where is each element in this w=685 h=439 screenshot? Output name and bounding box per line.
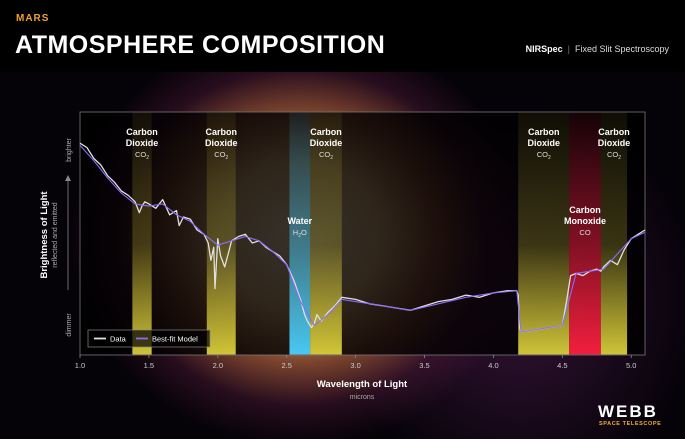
band-co2-6 xyxy=(600,112,628,355)
band-label-line2-5: Monoxide xyxy=(564,216,606,226)
band-formula-main-3: CO xyxy=(319,150,330,159)
band-label-line1-1: Carbon xyxy=(206,127,238,137)
band-label-line2-3: Dioxide xyxy=(310,138,343,148)
x-tick-label-5: 3.5 xyxy=(419,361,429,370)
band-formula-tail-2: O xyxy=(301,228,307,237)
x-tick-label-7: 4.5 xyxy=(557,361,567,370)
y-top-label: brighter xyxy=(66,137,73,161)
band-formula-3: CO2 xyxy=(319,150,333,161)
x-axis-label: Wavelength of Light xyxy=(317,379,408,390)
legend-box xyxy=(87,329,211,348)
band-formula-main-0: CO xyxy=(135,150,146,159)
band-water-2 xyxy=(289,112,311,355)
y-axis-label: Brightness of Light xyxy=(39,191,50,279)
legend-model-label: Best-fit Model xyxy=(152,335,198,344)
band-formula-5: CO xyxy=(579,228,590,237)
x-tick-label-0: 1.0 xyxy=(75,361,85,370)
band-label-line1-5: Carbon xyxy=(569,205,601,215)
band-label-line1-0: Carbon xyxy=(126,127,158,137)
instrument-name: NIRSpec xyxy=(525,44,563,54)
band-formula-sub-1: 2 xyxy=(225,155,228,161)
page-title: ATMOSPHERE COMPOSITION xyxy=(15,31,386,59)
band-label-line1-4: Carbon xyxy=(528,127,560,137)
band-formula-2: H2O xyxy=(293,228,307,239)
series-line-0 xyxy=(79,142,646,333)
band-formula-sub-3: 2 xyxy=(330,155,333,161)
x-tick-label-1: 1.5 xyxy=(144,361,154,370)
band-formula-6: CO2 xyxy=(607,150,621,161)
band-formula-0: CO2 xyxy=(135,150,149,161)
series-lines xyxy=(79,142,646,333)
legend-data-label: Data xyxy=(110,335,127,344)
band-label-line1-3: Carbon xyxy=(310,127,342,137)
instrument-mode: Fixed Slit Spectroscopy xyxy=(574,44,669,54)
band-co-5 xyxy=(569,112,601,355)
y-axis-sublabel: reflected and emitted xyxy=(52,202,59,267)
band-label-line2-4: Dioxide xyxy=(527,138,560,148)
band-formula-main-1: CO xyxy=(214,150,225,159)
x-tick-label-3: 2.5 xyxy=(281,361,291,370)
x-tick-label-4: 3.0 xyxy=(350,361,360,370)
x-tick-label-2: 2.0 xyxy=(213,361,223,370)
band-label-line2-0: Dioxide xyxy=(126,138,159,148)
band-label-line1-2: Water xyxy=(287,216,312,226)
band-label-line2-6: Dioxide xyxy=(598,138,631,148)
x-axis-unit: microns xyxy=(350,394,375,401)
band-formula-sub-0: 2 xyxy=(146,155,149,161)
x-tick-label-8: 5.0 xyxy=(626,361,636,370)
band-co2-3 xyxy=(310,112,342,355)
page-subtitle: MARS xyxy=(16,13,50,24)
band-formula-sub-2: 2 xyxy=(298,233,301,239)
band-formula-main-2: H xyxy=(293,228,298,237)
band-formula-main-5: CO xyxy=(579,228,590,237)
band-formula-sub-4: 2 xyxy=(548,155,551,161)
x-tick-label-6: 4.0 xyxy=(488,361,498,370)
band-co2-1 xyxy=(206,112,236,355)
band-formula-main-4: CO xyxy=(537,150,548,159)
band-co2-0 xyxy=(132,112,152,355)
x-axis-ticks: 1.0 1.5 2.0 2.5 3.0 3.5 4.0 4.5 5.0 xyxy=(75,355,636,370)
webb-logo-subtext: SPACE TELESCOPE xyxy=(599,421,662,427)
band-co2-4 xyxy=(518,112,570,355)
band-label-line1-6: Carbon xyxy=(598,127,630,137)
band-formula-main-6: CO xyxy=(607,150,618,159)
y-arrow-head xyxy=(65,175,71,181)
band-formula-4: CO2 xyxy=(537,150,551,161)
legend: Data Best-fit Model xyxy=(87,329,211,348)
y-bottom-label: dimmer xyxy=(66,313,73,337)
instrument-label: NIRSpec | Fixed Slit Spectroscopy xyxy=(525,44,669,54)
band-labels: CarbonDioxideCO2CarbonDioxideCO2WaterH2O… xyxy=(126,127,630,239)
band-formula-1: CO2 xyxy=(214,150,228,161)
webb-logo: WEBB xyxy=(598,402,658,421)
series-line-1 xyxy=(79,145,646,333)
band-label-line2-1: Dioxide xyxy=(205,138,238,148)
band-formula-sub-6: 2 xyxy=(618,155,621,161)
absorption-bands xyxy=(132,112,628,355)
header: MARS ATMOSPHERE COMPOSITION NIRSpec | Fixe… xyxy=(0,0,685,72)
